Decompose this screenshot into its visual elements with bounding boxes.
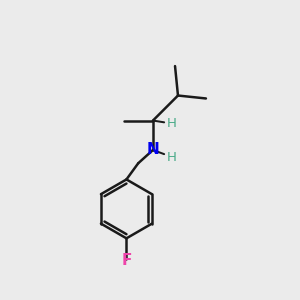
Text: H: H (167, 151, 177, 164)
Text: N: N (147, 142, 159, 158)
Text: H: H (167, 117, 177, 130)
Text: F: F (121, 253, 132, 268)
